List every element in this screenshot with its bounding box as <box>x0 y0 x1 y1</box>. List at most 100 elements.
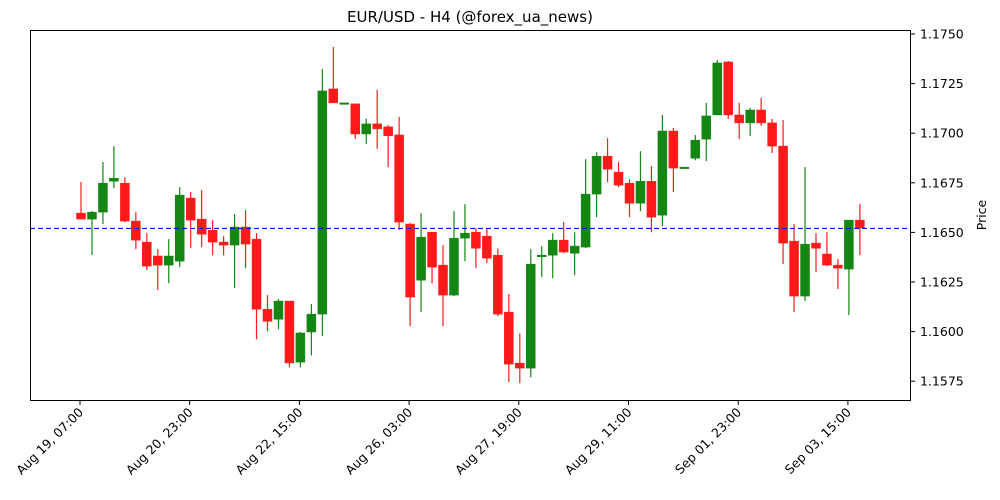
candle-body <box>833 264 843 269</box>
candle <box>526 249 536 378</box>
y-tick-label: 1.1600 <box>920 324 964 339</box>
x-tick-label: Aug 19, 07:00 <box>13 404 86 477</box>
candle <box>602 138 613 183</box>
candle-body <box>822 253 832 266</box>
candle-body <box>767 122 777 147</box>
candle <box>756 97 766 126</box>
candle <box>87 211 97 256</box>
x-tick-label: Aug 26, 03:00 <box>342 404 415 477</box>
candle-body <box>558 239 569 253</box>
candle-body <box>734 114 744 124</box>
candle <box>317 68 328 337</box>
y-tick-label: 1.1700 <box>920 126 964 141</box>
candle-body <box>580 193 591 248</box>
candle <box>339 102 350 105</box>
candle <box>262 295 273 332</box>
candle <box>361 118 371 144</box>
candle-body <box>712 62 723 116</box>
candle <box>98 161 108 225</box>
x-tick-label: Aug 29, 11:00 <box>562 404 635 477</box>
y-tick-label: 1.1575 <box>920 374 964 389</box>
candle <box>767 118 777 154</box>
candle <box>745 108 755 136</box>
candle-body <box>328 88 339 104</box>
candle <box>613 162 624 188</box>
x-tick-label: Aug 20, 23:00 <box>123 404 196 477</box>
candle <box>76 182 86 220</box>
y-tick-label: 1.1750 <box>920 27 964 42</box>
candle-body <box>811 242 821 249</box>
candles-group <box>76 46 865 384</box>
candle <box>734 102 744 139</box>
candle-body <box>646 180 657 218</box>
candle <box>416 213 426 313</box>
candle-body <box>657 130 668 216</box>
candle-body <box>624 182 635 204</box>
candle-body <box>635 180 646 204</box>
candle-body <box>350 103 360 135</box>
y-axis: 1.1575 1.1600 1.1625 1.1650 1.1675 1.1700 1.17… <box>910 27 964 389</box>
candle <box>460 204 470 262</box>
candle <box>569 232 580 276</box>
candle-body <box>482 235 492 259</box>
candle <box>536 246 547 278</box>
candle <box>350 103 360 139</box>
candle-body <box>218 241 229 246</box>
plot-area <box>30 30 911 401</box>
candle-body <box>536 254 547 257</box>
candle-body <box>569 245 580 254</box>
candle <box>547 233 558 279</box>
candle-body <box>207 229 218 243</box>
candle <box>515 333 525 384</box>
candle <box>712 59 723 116</box>
candle-body <box>613 171 624 186</box>
candle <box>855 204 865 256</box>
candle <box>471 228 481 269</box>
candle <box>120 177 130 223</box>
candle <box>679 166 690 169</box>
candle-body <box>438 264 448 296</box>
candle <box>164 239 174 284</box>
candle-body <box>361 123 371 135</box>
candle <box>482 228 492 264</box>
candle-body <box>153 255 163 266</box>
candle-body <box>591 155 602 195</box>
candle-body <box>745 109 755 124</box>
candle <box>833 259 843 290</box>
chart-title: EUR/USD - H4 (@forex_ua_news) <box>347 8 593 27</box>
candle-body <box>471 231 481 249</box>
candle <box>207 220 218 256</box>
candle-body <box>504 311 514 365</box>
candle <box>657 114 668 227</box>
candle-body <box>284 300 295 364</box>
candle <box>405 223 415 327</box>
candle <box>284 300 295 368</box>
candle <box>394 116 404 231</box>
candle-body <box>142 241 152 267</box>
candle-body <box>251 238 262 310</box>
plot-frame <box>30 30 911 401</box>
candle <box>142 233 152 271</box>
candle-body <box>372 123 382 130</box>
candle-body <box>98 182 108 213</box>
candle <box>789 224 799 313</box>
candle <box>438 245 448 327</box>
candle-body <box>273 300 284 320</box>
candle <box>624 179 635 218</box>
y-tick-label: 1.1650 <box>920 225 964 240</box>
candle-body <box>76 212 86 220</box>
candle-body <box>185 197 196 221</box>
candle <box>822 232 832 267</box>
candle <box>427 231 437 284</box>
candle-body <box>427 231 437 268</box>
candle-body <box>855 219 865 229</box>
x-tick-label: Aug 27, 19:00 <box>452 404 525 477</box>
candle-body <box>240 226 251 245</box>
candle <box>646 166 657 233</box>
candle <box>185 192 196 249</box>
candle <box>240 210 251 269</box>
candle-body <box>526 263 536 369</box>
candle <box>251 233 262 340</box>
candle-body <box>668 130 679 169</box>
